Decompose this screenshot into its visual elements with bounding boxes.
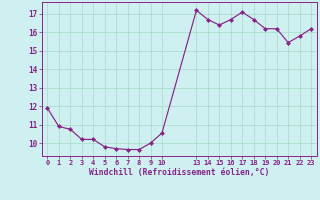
X-axis label: Windchill (Refroidissement éolien,°C): Windchill (Refroidissement éolien,°C) bbox=[89, 168, 269, 177]
